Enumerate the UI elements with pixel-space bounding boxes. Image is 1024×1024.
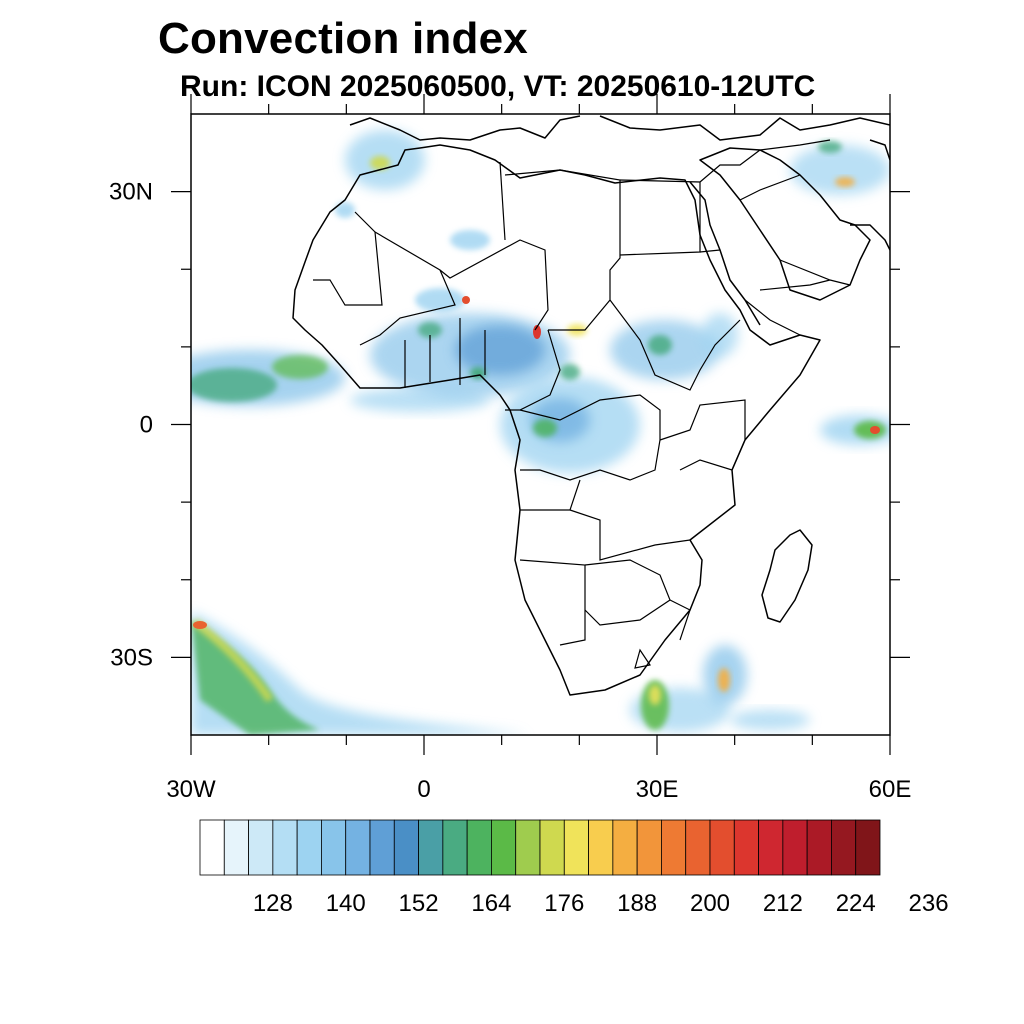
colorbar-swatch [636,819,662,876]
colorbar-swatch [491,819,517,876]
madagascar-coastline [761,529,813,623]
colorbar-label: 236 [909,890,949,917]
colorbar-swatch [806,819,832,876]
colorbar-swatch [539,819,565,876]
colorbar-swatch [758,819,784,876]
colorbar-swatch [321,819,347,876]
y-tick-label: 30S [110,644,153,671]
y-tick-label: 30N [109,179,153,206]
colorbar-swatch [855,819,881,876]
colorbar-swatch [709,819,735,876]
colorbar-swatch [345,819,371,876]
colorbar-label: 152 [399,890,439,917]
country-borders [313,139,851,669]
y-tick-label: 0 [140,412,153,439]
colorbar-label: 128 [253,890,293,917]
gulf-coast [850,224,890,251]
convection-middle-east [790,141,890,195]
convection-indian-ocean [820,415,890,445]
x-tick-label: 0 [417,776,430,803]
colorbar-label: 212 [763,890,803,917]
colorbar-swatch [782,819,808,876]
colorbar-label: 200 [690,890,730,917]
arabia-coastline [699,147,871,301]
chart-title: Convection index [158,14,528,63]
colorbar-swatch [733,819,759,876]
colorbar-swatch [393,819,419,876]
colorbar-label: 176 [544,890,584,917]
colorbar-swatch [612,819,638,876]
x-tick-label: 30W [166,776,216,803]
x-tick-label: 30E [636,776,679,803]
colorbar-swatch [831,819,857,876]
colorbar-label: 188 [617,890,657,917]
colorbar-swatch [248,819,274,876]
colorbar-swatch [223,819,249,876]
colorbar-swatch [369,819,395,876]
colorbar-swatch [588,819,614,876]
colorbar-swatch [272,819,298,876]
colorbar-label: 164 [471,890,511,917]
axis-tick-labels: 30W 0 30E 60E 30N 0 30S [109,179,911,803]
convection-ethiopia [610,313,738,380]
europe-coastline [349,115,890,141]
x-tick-label: 60E [869,776,912,803]
colorbar-swatch [515,819,541,876]
colorbar-label: 224 [836,890,876,917]
axis-ticks [171,94,910,755]
colorbar-swatch [442,819,468,876]
convection-south-atlantic [191,612,530,735]
colorbar-swatch [685,819,711,876]
colorbar: 128 140 152 164 176 188 200 212 224 236 [199,819,949,917]
caspian-coast [869,139,890,161]
convection-field [191,130,890,735]
colorbar-swatch [563,819,589,876]
colorbar-swatch [199,819,225,876]
colorbar-swatch [418,819,444,876]
chart-subtitle: Run: ICON 2025060500, VT: 20250610-12UTC [180,70,816,103]
colorbar-swatch [661,819,687,876]
convection-northwest-africa [335,130,490,250]
convection-central-africa [500,364,640,473]
convection-south-indian [630,645,810,732]
colorbar-label: 140 [326,890,366,917]
colorbar-swatch [466,819,492,876]
colorbar-swatch [296,819,322,876]
